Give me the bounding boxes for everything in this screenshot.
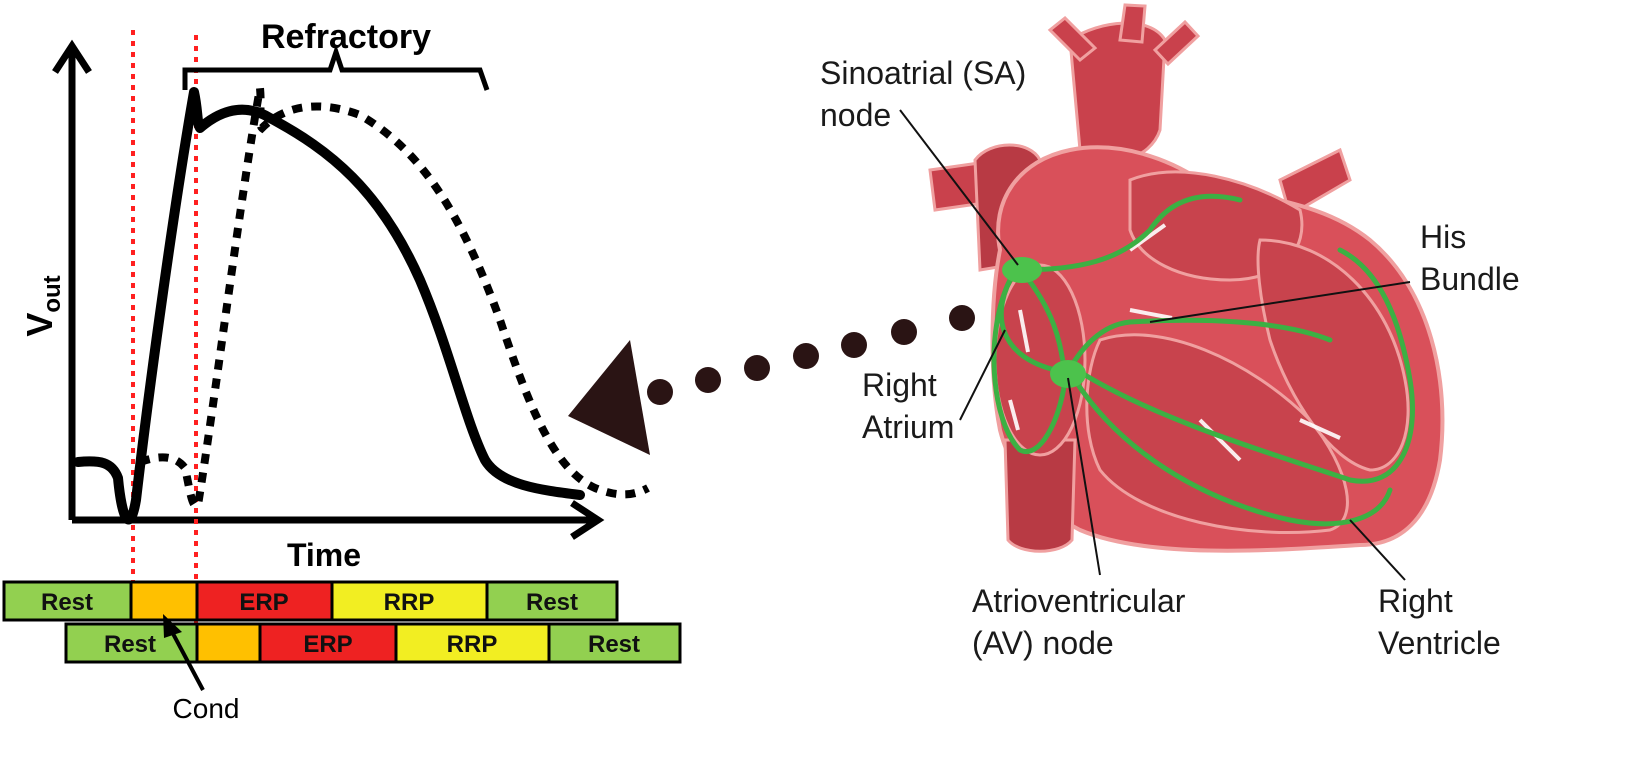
phase-row2-rrp — [394, 622, 551, 664]
sa-node-leader — [899, 109, 1019, 266]
refractory-bracket — [182, 44, 490, 91]
right-ventricle-label: Right Ventricle — [1378, 583, 1501, 661]
y-axis-label-subscript: out — [39, 275, 66, 312]
right-atrium-leader — [959, 329, 1006, 421]
left-bundle-branch — [1082, 247, 1415, 484]
right-atrium-label-line2: Atrium — [862, 409, 954, 445]
av-node — [1050, 360, 1086, 388]
av-node-leader — [1067, 377, 1101, 576]
phase-row1-rest-2-label: Rest — [526, 589, 578, 616]
y-axis-label: Vout — [19, 275, 66, 336]
cond-pointer-arrowhead — [163, 614, 182, 638]
left-ventricle-chamber — [1256, 238, 1410, 472]
arrow-dot-5 — [744, 355, 770, 381]
phase-row2-rest-2 — [547, 622, 682, 664]
phase-row1-erp-label: ERP — [239, 589, 288, 616]
blood-flow-arrows — [1008, 223, 1341, 462]
phase-row2-rest-2-label: Rest — [588, 631, 640, 658]
vena-cava-inferior — [1003, 438, 1077, 553]
flow-arrow-2 — [1008, 399, 1020, 431]
flow-arrow-5 — [1198, 418, 1242, 462]
refractory-label: Refractory — [261, 18, 431, 56]
av-node-label-line2: (AV) node — [972, 625, 1114, 661]
x-axis-arrowhead — [570, 500, 605, 540]
phase-bars: Rest ERP RRP Rest Rest ERP RRP Rest Cond — [2, 580, 682, 724]
y-axis-label-main: V — [19, 313, 60, 337]
his-bundle-label-line2: Bundle — [1420, 261, 1520, 297]
right-ventricle-label-line1: Right — [1378, 583, 1453, 619]
phase-row2-erp-label: ERP — [303, 631, 352, 658]
flow-arrow-1 — [1018, 309, 1030, 353]
phase-row1-rest-1-label: Rest — [41, 589, 93, 616]
his-bundle-label-line1: His — [1420, 219, 1466, 255]
right-atrium-label-line1: Right — [862, 367, 937, 403]
flow-arrow-4 — [1129, 308, 1173, 320]
phase-row2-rest-1-label: Rest — [104, 631, 156, 658]
arrow-dot-1 — [949, 305, 975, 331]
phase-row1-rrp-label: RRP — [384, 589, 435, 616]
arrow-dot-7 — [647, 379, 673, 405]
arrow-dot-2 — [891, 319, 917, 345]
leader-lines — [899, 109, 1411, 581]
heart-illustration: Sinoatrial (SA) node His Bundle Right At… — [820, 3, 1520, 661]
phase-row2-rrp-label: RRP — [447, 631, 498, 658]
cond-pointer-arrow — [168, 627, 205, 691]
action-potential-solid-curve — [73, 87, 585, 525]
dotted-arrow — [568, 305, 975, 455]
av-node-label-line1: Atrioventricular — [972, 583, 1186, 619]
flow-arrow-3 — [1128, 223, 1167, 252]
sa-node-label-line1: Sinoatrial (SA) — [820, 55, 1026, 91]
atrial-right-loop — [991, 277, 1068, 455]
aortic-arch-branch-1 — [1047, 15, 1098, 63]
arrow-dot-4 — [793, 343, 819, 369]
aortic-arch-branch-3 — [1152, 19, 1201, 67]
action-potential-dashed-curve — [138, 87, 650, 510]
his-bundle-label: His Bundle — [1420, 219, 1520, 297]
arrow-dot-6 — [695, 367, 721, 393]
right-atrium-label: Right Atrium — [862, 367, 954, 445]
right-ventricle-label-line2: Ventricle — [1378, 625, 1501, 661]
av-node-label: Atrioventricular (AV) node — [972, 583, 1194, 661]
phase-row2-cond — [195, 622, 262, 664]
action-potential-plot: Refractory Vout Time — [19, 18, 650, 640]
his-bundle-leader — [1149, 281, 1411, 323]
right-ventricle-leader — [1349, 519, 1406, 581]
phase-row1-cond — [129, 580, 199, 622]
cond-label: Cond — [173, 693, 240, 724]
right-bundle-branch — [1072, 377, 1393, 527]
phase-row1-rest-2 — [485, 580, 619, 622]
arrowhead-triangle — [568, 340, 650, 455]
y-axis-arrowhead — [52, 39, 92, 74]
flow-arrow-6 — [1299, 418, 1341, 440]
phase-row1-rrp — [330, 580, 489, 622]
sa-node-label-line2: node — [820, 97, 891, 133]
arrow-dot-3 — [841, 332, 867, 358]
sa-node — [1002, 257, 1042, 283]
sa-node-label: Sinoatrial (SA) node — [820, 55, 1035, 133]
aortic-arch-branch-2 — [1118, 3, 1147, 44]
internodal-pathway-anterior — [1017, 193, 1243, 273]
x-axis-label: Time — [287, 537, 361, 573]
